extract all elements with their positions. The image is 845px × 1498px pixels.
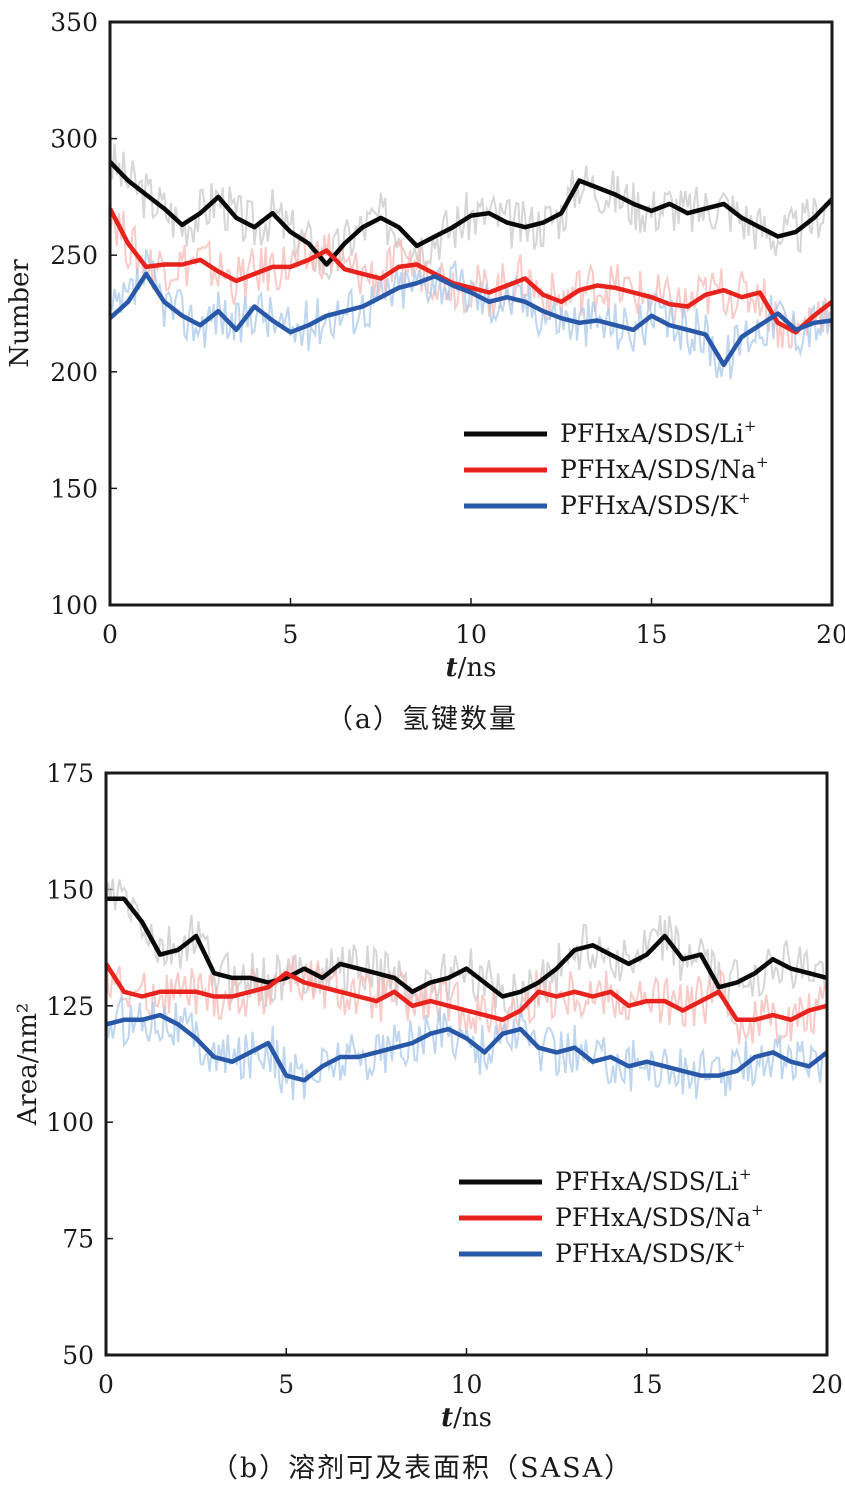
panel-caption: （b）溶剂可及表面积（SASA） [211, 1453, 633, 1484]
x-axis-label: t/ns [441, 1403, 492, 1433]
x-tick-label: 0 [102, 620, 118, 649]
legend-text: PFHxA/SDS/Na [560, 455, 756, 484]
legend-label-0: PFHxA/SDS/Li+ [555, 1165, 751, 1196]
y-axis-label: Area/nm² [13, 1003, 43, 1127]
legend-superscript: + [739, 1165, 752, 1183]
legend-text: PFHxA/SDS/Li [560, 419, 744, 448]
x-axis-label-var: t [441, 1403, 453, 1433]
x-axis-label-var: t [446, 653, 458, 683]
y-tick-label: 125 [46, 992, 94, 1021]
legend-text: PFHxA/SDS/Na [555, 1203, 751, 1232]
x-tick-label: 15 [636, 620, 668, 649]
y-tick-label: 150 [50, 474, 98, 503]
x-axis-label: t/ns [446, 653, 497, 683]
legend-text: PFHxA/SDS/K [555, 1239, 734, 1268]
y-tick-label: 300 [50, 125, 98, 154]
x-tick-label: 0 [98, 1370, 114, 1399]
y-tick-label: 150 [46, 875, 94, 904]
y-tick-label: 350 [50, 8, 98, 37]
legend-label-1: PFHxA/SDS/Na+ [555, 1201, 764, 1232]
y-tick-label: 100 [46, 1108, 94, 1137]
series-line-0 [108, 160, 834, 267]
legend-label-2: PFHxA/SDS/K+ [560, 489, 751, 520]
x-tick-label: 20 [816, 620, 845, 649]
plot-frame [108, 20, 834, 607]
y-tick-label: 50 [62, 1341, 94, 1370]
y-tick-label: 75 [62, 1225, 94, 1254]
y-axis-label: Number [5, 259, 35, 368]
y-tick-label: 175 [46, 759, 94, 788]
series-raw-0 [109, 143, 830, 281]
series-line-2 [108, 271, 833, 368]
plot-frame [104, 771, 829, 1357]
legend-superscript: + [744, 417, 757, 435]
x-tick-label: 10 [451, 1370, 483, 1399]
series-line-0 [106, 896, 828, 999]
legend-text: PFHxA/SDS/K [560, 491, 739, 520]
x-tick-label: 5 [283, 620, 299, 649]
y-tick-label: 250 [50, 241, 98, 270]
series-raw-0 [105, 878, 826, 1022]
series-raw-1 [105, 937, 826, 1044]
x-tick-label: 5 [278, 1370, 294, 1399]
series-line-1 [108, 207, 834, 335]
x-tick-label: 10 [455, 620, 487, 649]
panel-caption: （a）氢键数量 [326, 704, 518, 735]
x-axis-label-unit: /ns [458, 653, 497, 683]
legend-superscript: + [756, 453, 769, 471]
x-axis-label-unit: /ns [453, 1403, 492, 1433]
legend-superscript: + [738, 489, 751, 507]
y-tick-label: 100 [50, 591, 98, 620]
legend-superscript: + [733, 1237, 746, 1255]
legend-label-2: PFHxA/SDS/K+ [555, 1237, 746, 1268]
x-tick-label: 15 [631, 1370, 663, 1399]
legend-label-0: PFHxA/SDS/Li+ [560, 417, 756, 448]
series-line-2 [105, 1012, 829, 1083]
x-tick-label: 20 [811, 1370, 843, 1399]
y-tick-label: 200 [50, 358, 98, 387]
series-line-1 [104, 962, 828, 1023]
legend-label-1: PFHxA/SDS/Na+ [560, 453, 769, 484]
legend-text: PFHxA/SDS/Li [555, 1167, 739, 1196]
legend-superscript: + [751, 1201, 764, 1219]
